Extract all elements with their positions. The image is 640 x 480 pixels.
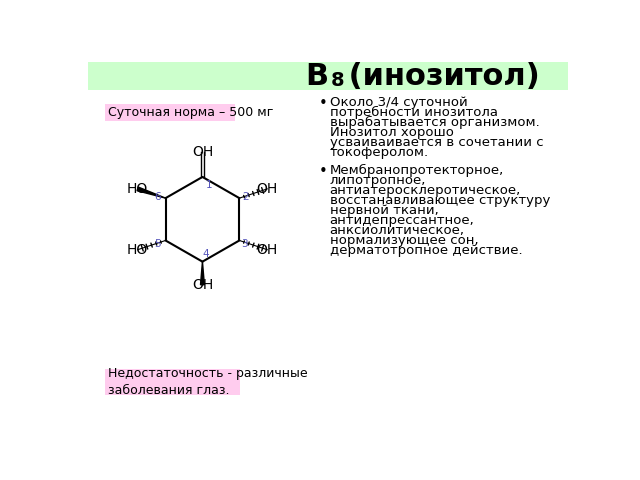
Text: OH: OH [192,145,213,159]
Text: 6: 6 [154,192,161,202]
Text: 1: 1 [206,180,212,190]
Text: Около 3/4 суточной: Около 3/4 суточной [330,96,467,109]
Text: 8: 8 [330,71,344,90]
Text: •: • [319,164,328,179]
Text: 2: 2 [243,192,249,202]
Text: антиатеросклеротическое,: антиатеросклеротическое, [330,184,521,197]
Text: липотропное,: липотропное, [330,174,426,187]
Text: OH: OH [257,182,278,196]
Text: дерматотропное действие.: дерматотропное действие. [330,244,522,257]
Text: восстанавливающее структуру: восстанавливающее структуру [330,194,550,207]
Text: B: B [305,61,328,91]
Text: 3: 3 [241,240,248,249]
Text: Инозитол хорошо: Инозитол хорошо [330,126,453,139]
FancyBboxPatch shape [105,104,235,121]
Polygon shape [200,262,204,285]
Text: токоферолом.: токоферолом. [330,146,429,159]
Text: нервной ткани,: нервной ткани, [330,204,438,217]
Text: вырабатывается организмом.: вырабатывается организмом. [330,116,540,129]
Text: Недостаточность - различные
заболевания глаз.: Недостаточность - различные заболевания … [108,367,308,397]
Text: потребности инозитола: потребности инозитола [330,106,497,119]
Text: Мембранопротекторное,: Мембранопротекторное, [330,164,504,177]
Text: анксиолитическое,: анксиолитическое, [330,224,465,237]
Text: 5: 5 [154,240,161,249]
Polygon shape [137,187,166,198]
Text: нормализующее сон,: нормализующее сон, [330,234,478,247]
Text: 4: 4 [202,249,209,259]
Text: •: • [319,96,328,111]
FancyBboxPatch shape [105,369,241,395]
Text: OH: OH [257,243,278,257]
Text: HO: HO [127,243,148,257]
Text: (инозитол): (инозитол) [338,61,540,91]
FancyBboxPatch shape [88,62,568,90]
Text: усваиваивается в сочетании с: усваиваивается в сочетании с [330,136,543,149]
Text: OH: OH [192,278,213,292]
Text: Суточная норма – 500 мг: Суточная норма – 500 мг [108,106,273,119]
Text: HO: HO [127,182,148,196]
Text: антидепрессантное,: антидепрессантное, [330,214,474,227]
